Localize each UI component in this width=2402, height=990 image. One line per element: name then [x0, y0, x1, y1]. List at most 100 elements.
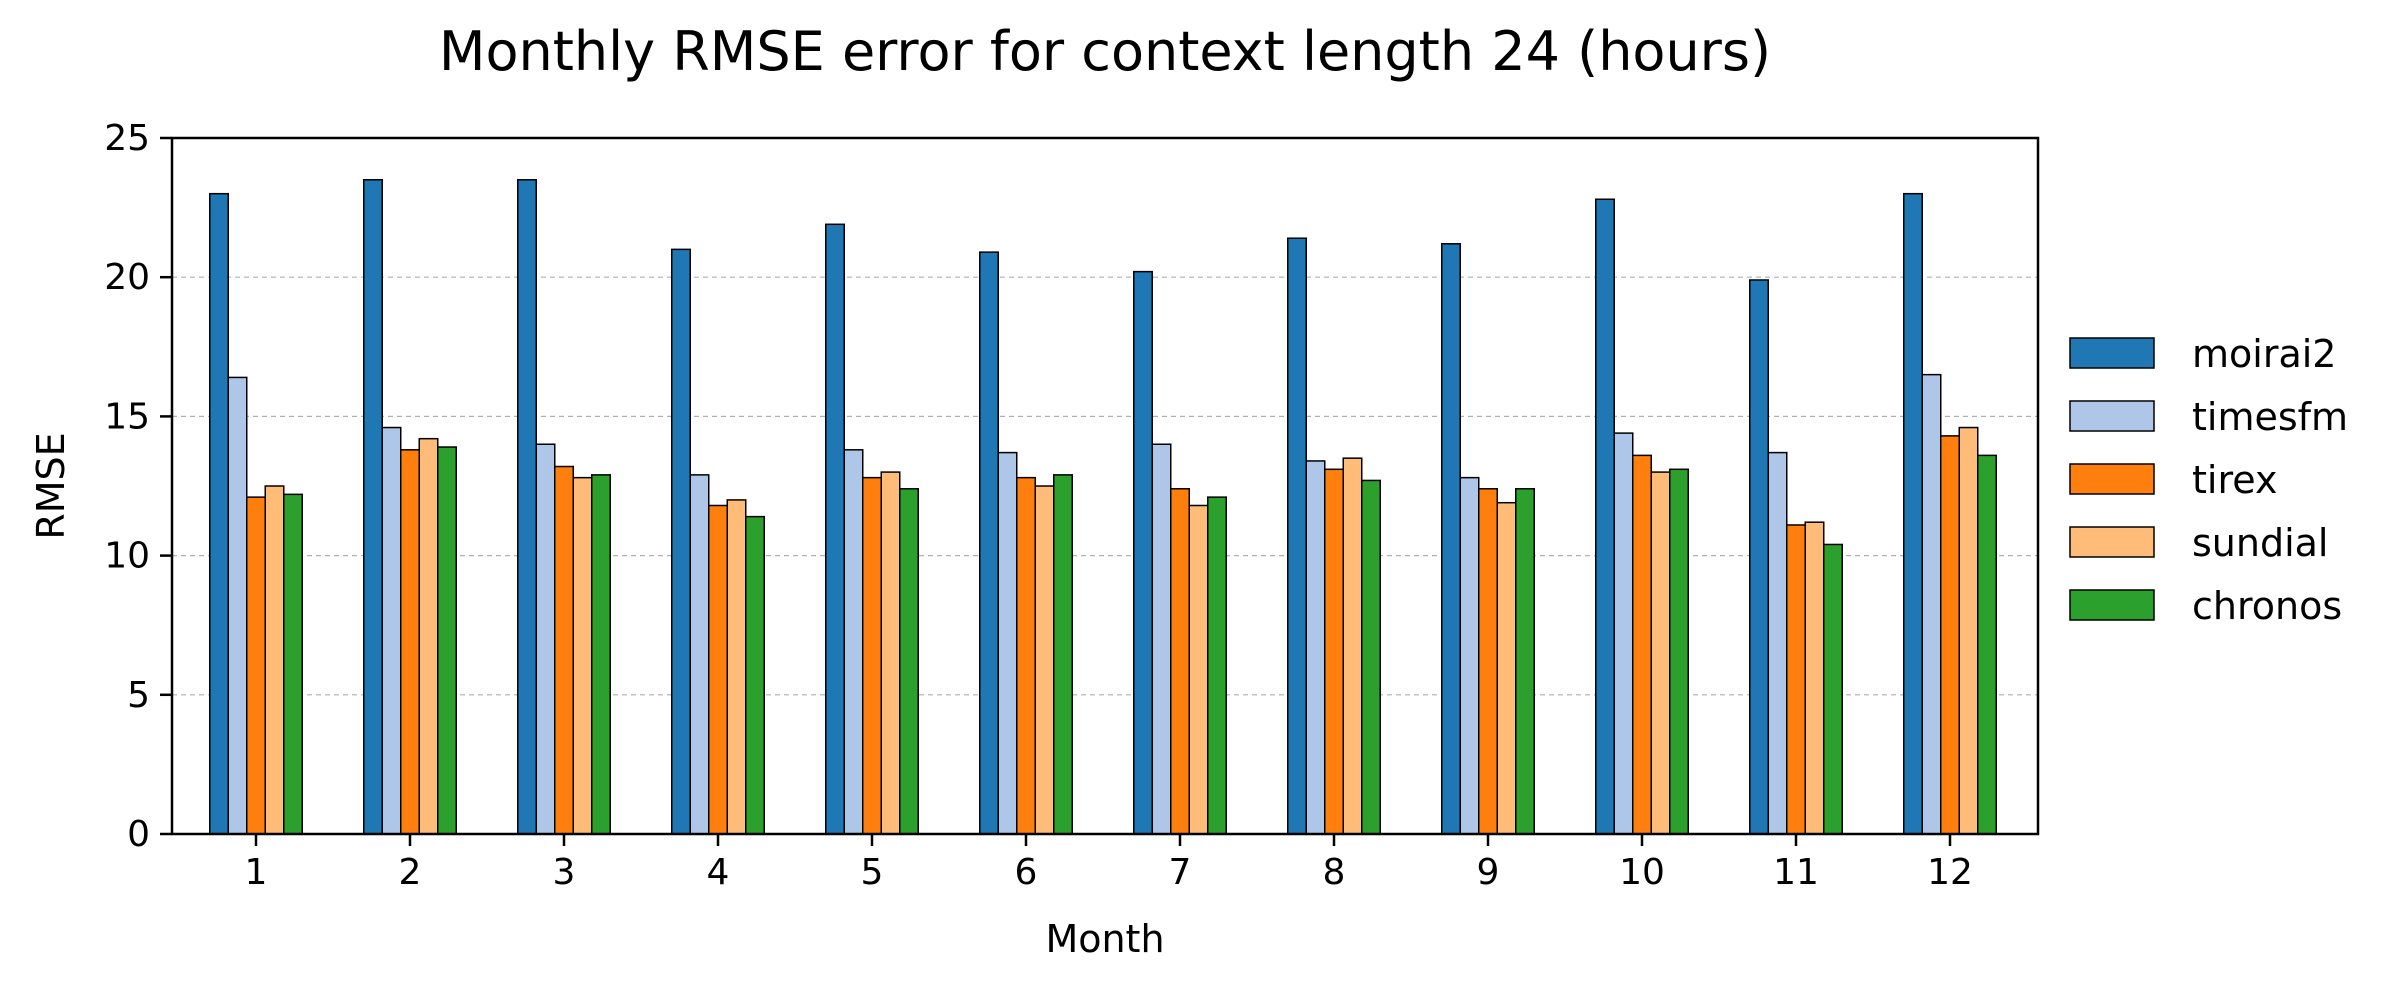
bar-moirai2-month-8 — [1287, 237, 1307, 835]
y-tick-label: 0 — [127, 814, 150, 855]
bar-timesfm-month-4 — [689, 474, 710, 835]
legend: moirai2 timesfm tirex sundial chronos — [2069, 332, 2348, 628]
bar-sundial-month-11 — [1804, 521, 1825, 835]
x-tick-label: 4 — [707, 852, 730, 893]
bar-moirai2-month-7 — [1133, 270, 1153, 835]
bar-tirex-month-5 — [862, 476, 882, 835]
bar-timesfm-month-3 — [535, 443, 556, 835]
legend-swatch — [2069, 589, 2155, 621]
y-tick-label: 20 — [104, 257, 150, 298]
bar-moirai2-month-9 — [1441, 243, 1461, 835]
y-tick-label: 15 — [104, 396, 150, 437]
bar-chronos-month-4 — [745, 515, 765, 835]
bar-tirex-month-4 — [708, 504, 728, 835]
bar-tirex-month-9 — [1478, 488, 1498, 835]
bar-moirai2-month-4 — [671, 248, 691, 835]
legend-label: timesfm — [2192, 395, 2348, 439]
bar-timesfm-month-11 — [1767, 451, 1788, 835]
x-tick-label: 12 — [1927, 852, 1973, 893]
x-tick-label: 2 — [399, 852, 422, 893]
bar-tirex-month-11 — [1786, 524, 1806, 835]
legend-label: tirex — [2192, 458, 2277, 502]
bar-timesfm-month-7 — [1151, 443, 1172, 835]
bar-chronos-month-7 — [1207, 496, 1227, 835]
bar-tirex-month-12 — [1940, 435, 1960, 835]
bars — [209, 179, 1997, 835]
bar-moirai2-month-3 — [517, 179, 537, 835]
x-tick-label: 9 — [1477, 852, 1500, 893]
bar-moirai2-month-5 — [825, 223, 845, 835]
bar-tirex-month-7 — [1170, 488, 1190, 835]
bar-sundial-month-5 — [880, 471, 901, 835]
y-tick-label: 25 — [104, 118, 150, 159]
bar-chronos-month-10 — [1669, 468, 1689, 835]
x-tick-label: 3 — [553, 852, 576, 893]
bar-sundial-month-6 — [1034, 485, 1055, 835]
bar-chronos-month-2 — [437, 446, 457, 835]
chart-title: Monthly RMSE error for context length 24… — [439, 20, 1771, 83]
y-axis: 0 5 10 15 20 25 — [104, 118, 172, 855]
bar-sundial-month-9 — [1496, 501, 1517, 835]
x-axis: 1 2 3 4 5 6 7 8 9 10 11 12 — [245, 834, 1973, 893]
bar-timesfm-month-6 — [997, 451, 1018, 835]
legend-item-sundial: sundial — [2069, 521, 2329, 565]
legend-swatch — [2069, 463, 2155, 495]
bar-sundial-month-2 — [418, 437, 439, 835]
bar-tirex-month-1 — [246, 496, 266, 835]
legend-label: sundial — [2192, 521, 2329, 565]
bar-tirex-month-2 — [400, 449, 420, 835]
x-tick-label: 1 — [245, 852, 268, 893]
bar-timesfm-month-10 — [1613, 432, 1634, 835]
bar-moirai2-month-1 — [209, 192, 229, 835]
bar-timesfm-month-5 — [843, 449, 864, 835]
bar-sundial-month-10 — [1650, 471, 1671, 835]
bar-chronos-month-11 — [1823, 543, 1843, 835]
bar-chronos-month-1 — [283, 493, 303, 835]
bar-moirai2-month-11 — [1749, 279, 1769, 835]
bar-sundial-month-1 — [264, 485, 285, 835]
plot-frame — [170, 136, 2040, 836]
bar-tirex-month-6 — [1016, 476, 1036, 835]
bar-moirai2-month-10 — [1595, 198, 1615, 835]
bar-sundial-month-8 — [1342, 457, 1363, 835]
bar-moirai2-month-6 — [979, 251, 999, 835]
legend-swatch — [2069, 337, 2155, 369]
legend-item-timesfm: timesfm — [2069, 395, 2348, 439]
bar-timesfm-month-8 — [1305, 460, 1326, 835]
x-tick-label: 5 — [861, 852, 884, 893]
bar-chronos-month-6 — [1053, 474, 1073, 835]
legend-swatch — [2069, 400, 2155, 432]
bar-chronos-month-5 — [899, 488, 919, 835]
bar-sundial-month-3 — [572, 476, 593, 835]
bar-chronos-month-9 — [1515, 488, 1535, 835]
bar-timesfm-month-2 — [381, 426, 402, 835]
x-tick-label: 7 — [1169, 852, 1192, 893]
bar-moirai2-month-2 — [363, 179, 383, 835]
bar-timesfm-month-1 — [227, 376, 248, 835]
bar-sundial-month-4 — [726, 499, 747, 835]
legend-label: moirai2 — [2192, 332, 2336, 376]
bar-tirex-month-8 — [1324, 468, 1344, 835]
bar-tirex-month-10 — [1632, 454, 1652, 835]
y-tick-label: 10 — [104, 536, 150, 577]
x-tick-label: 8 — [1323, 852, 1346, 893]
bar-chronos-month-3 — [591, 474, 611, 835]
bar-moirai2-month-12 — [1903, 192, 1923, 835]
x-tick-label: 10 — [1619, 852, 1665, 893]
x-tick-label: 6 — [1015, 852, 1038, 893]
y-tick-label: 5 — [127, 675, 150, 716]
legend-item-chronos: chronos — [2069, 584, 2342, 628]
legend-swatch — [2069, 526, 2155, 558]
bar-timesfm-month-9 — [1459, 476, 1480, 835]
legend-item-tirex: tirex — [2069, 458, 2277, 502]
x-axis-label: Month — [1045, 917, 1164, 961]
bar-sundial-month-7 — [1188, 504, 1209, 835]
y-axis-label: RMSE — [29, 432, 73, 539]
bar-sundial-month-12 — [1958, 426, 1979, 835]
bar-tirex-month-3 — [554, 465, 574, 835]
x-tick-label: 11 — [1773, 852, 1819, 893]
bar-chronos-month-12 — [1977, 454, 1997, 835]
bar-chronos-month-8 — [1361, 479, 1381, 835]
